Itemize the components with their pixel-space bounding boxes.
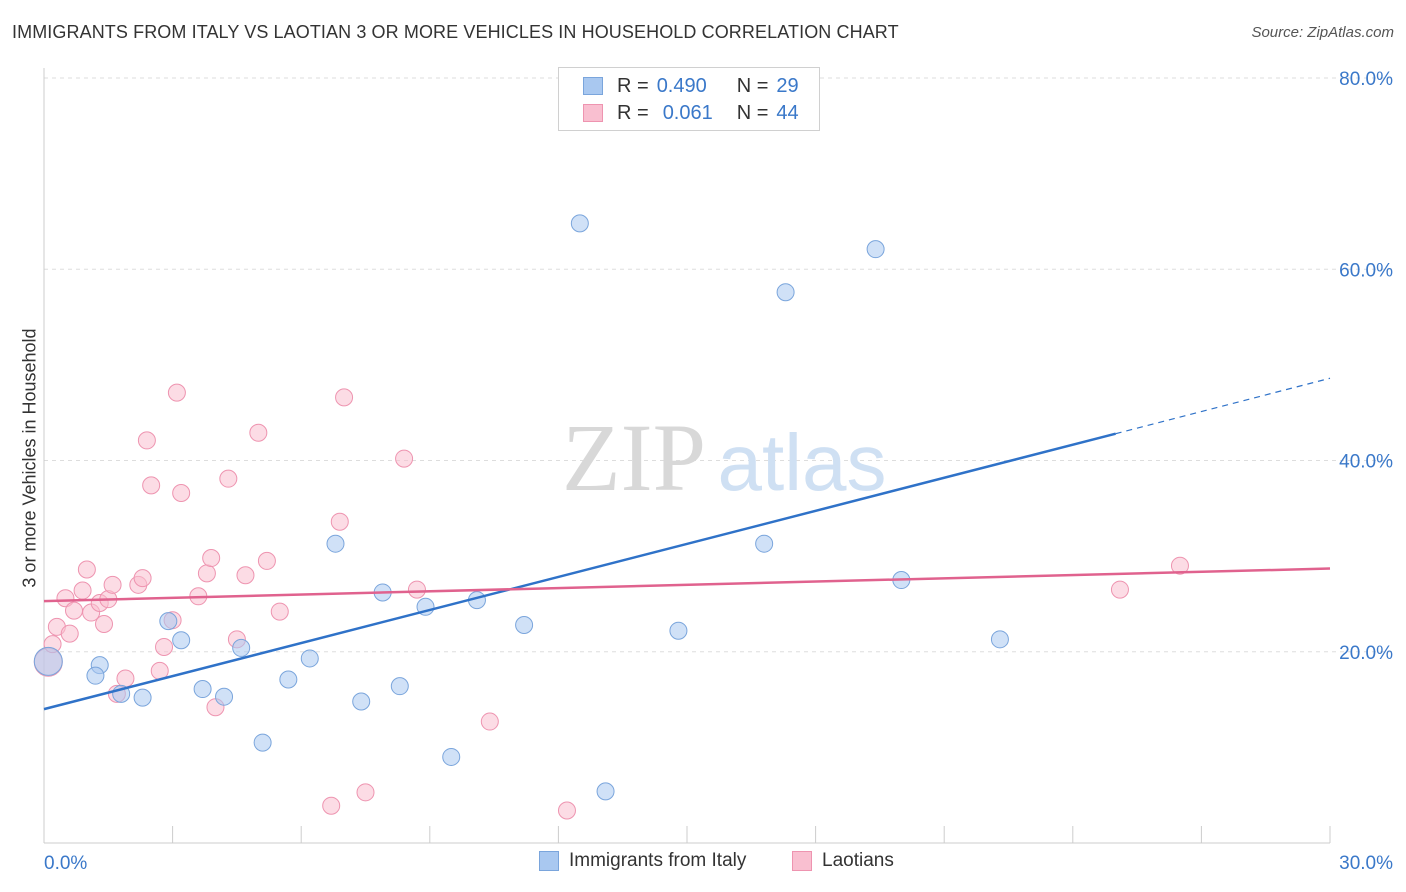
- laotian-point: [330, 512, 349, 531]
- x-tick-label: 30.0%: [1339, 853, 1393, 874]
- italy-point: [159, 612, 178, 631]
- laotian-point: [407, 580, 426, 599]
- laotian-point: [1110, 580, 1129, 599]
- italy-points: [33, 214, 1009, 801]
- chart-title: IMMIGRANTS FROM ITALY VS LAOTIAN 3 OR MO…: [12, 22, 899, 42]
- legend-r-value: 0.490: [656, 74, 707, 97]
- italy-point: [515, 615, 534, 634]
- laotian-point: [103, 575, 122, 594]
- tick-labels: 20.0% 40.0% 60.0% 80.0% 0.0% 30.0%: [44, 69, 1393, 874]
- italy-point: [326, 534, 345, 553]
- legend-r-label: R =: [617, 101, 649, 124]
- italy-point: [193, 680, 212, 699]
- laotian-point: [322, 796, 341, 815]
- legend-r-value: 0.061: [662, 101, 713, 124]
- y-tick-label: 80.0%: [1339, 69, 1393, 90]
- y-axis-label: 3 or more Vehicles in Household: [19, 328, 40, 588]
- italy-point: [215, 687, 234, 706]
- axes: [43, 68, 1331, 844]
- italy-point: [442, 747, 461, 766]
- laotian-point: [480, 712, 499, 731]
- laotian-point: [1170, 556, 1189, 575]
- trend-lines: [43, 377, 1331, 711]
- legend-swatch-italy: [583, 77, 603, 95]
- laotian-point: [95, 615, 114, 634]
- laotian-point: [142, 476, 161, 495]
- laotian-point: [236, 566, 255, 585]
- laotian-point: [197, 564, 216, 583]
- laotian-point: [557, 801, 576, 820]
- legend-n-value: 44: [776, 101, 799, 124]
- legend-n-label: N =: [736, 74, 769, 97]
- italy-point: [352, 692, 371, 711]
- series-swatch-italy: [539, 851, 559, 871]
- y-tick-label: 20.0%: [1339, 643, 1393, 664]
- italy-point: [776, 283, 795, 302]
- laotian-point: [270, 602, 289, 621]
- laotian-point: [202, 549, 221, 568]
- italy-point: [755, 534, 774, 553]
- series-swatch-laotian: [792, 851, 812, 871]
- laotian-point: [249, 423, 268, 442]
- chart-source: Source: ZipAtlas.com: [1251, 24, 1394, 41]
- italy-point: [570, 214, 589, 233]
- italy-point: [86, 666, 105, 685]
- laotian-point: [356, 783, 375, 802]
- italy-point: [300, 649, 319, 668]
- laotian-point: [167, 383, 186, 402]
- laotian-point: [116, 669, 135, 688]
- laotian-point: [60, 624, 79, 643]
- legend-swatch-laotian: [583, 104, 603, 122]
- laotian-point: [395, 449, 414, 468]
- correlation-legend: R = 0.490 N = 29 R = 0.061 N = 44: [558, 67, 820, 131]
- legend-n-label: N =: [736, 101, 769, 124]
- laotian-point: [219, 469, 238, 488]
- laotian-point: [77, 560, 96, 579]
- italy-point: [596, 782, 615, 801]
- series-legend-italy-label: Immigrants from Italy: [569, 850, 747, 871]
- series-legend-laotian-label: Laotians: [822, 850, 894, 871]
- italy-trend-line: [43, 432, 1116, 711]
- watermark-zip: ZIP: [562, 404, 706, 511]
- italy-point: [390, 677, 409, 696]
- italy-point: [33, 646, 63, 676]
- italy-point: [232, 638, 251, 657]
- laotian-point: [73, 581, 92, 600]
- series-legend-italy: Immigrants from Italy: [539, 850, 746, 872]
- watermark: ZIP atlas: [562, 404, 886, 511]
- laotian-point: [65, 601, 84, 620]
- series-legend-laotian: Laotians: [792, 850, 894, 872]
- laotian-trend-line: [43, 567, 1331, 603]
- italy-point: [133, 688, 152, 707]
- legend-row-italy: R = 0.490 N = 29: [583, 73, 799, 99]
- laotian-point: [155, 637, 174, 656]
- grid-lines: [44, 77, 1392, 653]
- laotian-point: [137, 431, 156, 450]
- y-tick-label: 40.0%: [1339, 452, 1393, 473]
- legend-row-laotian: R = 0.061 N = 44: [583, 100, 799, 126]
- laotian-point: [335, 388, 354, 407]
- italy-point: [279, 670, 298, 689]
- laotian-point: [133, 569, 152, 588]
- watermark-atlas: atlas: [718, 418, 887, 507]
- italy-point: [253, 733, 272, 752]
- italy-trend-extension: [1115, 377, 1331, 435]
- laotian-point: [257, 551, 276, 570]
- x-tick-label: 0.0%: [44, 853, 87, 874]
- laotian-point: [172, 484, 191, 503]
- series-legend: Immigrants from Italy Laotians: [0, 850, 1406, 878]
- italy-point: [172, 631, 191, 650]
- italy-point: [669, 621, 688, 640]
- italy-point: [866, 240, 885, 259]
- legend-r-label: R =: [617, 74, 649, 97]
- y-tick-label: 60.0%: [1339, 260, 1393, 281]
- legend-n-value: 29: [776, 74, 799, 97]
- italy-point: [990, 630, 1009, 649]
- laotian-point: [56, 589, 75, 608]
